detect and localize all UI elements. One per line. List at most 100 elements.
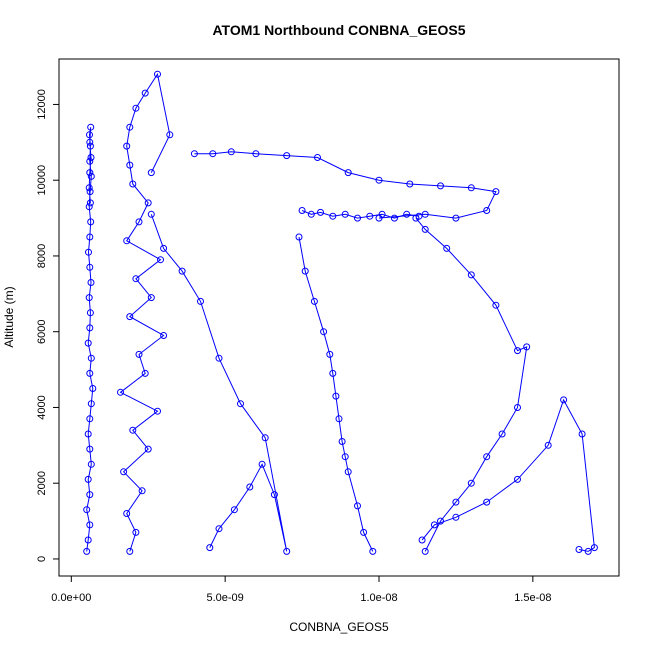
data-point: [412, 214, 420, 222]
data-point: [86, 309, 94, 317]
series-line: [298, 236, 374, 552]
data-point: [310, 297, 318, 305]
y-tick-label: 0: [36, 556, 48, 562]
data-point: [141, 89, 149, 97]
data-point: [215, 354, 223, 362]
data-point: [87, 123, 95, 131]
data-point: [197, 297, 204, 305]
data-point: [483, 498, 491, 506]
y-axis: 0 2000 4000 6000 8000 10000 12000: [36, 89, 60, 562]
data-point: [89, 385, 97, 392]
data-point: [378, 210, 386, 218]
data-point: [84, 475, 92, 483]
data-point: [341, 210, 349, 218]
data-point: [154, 70, 161, 78]
data-point: [132, 104, 140, 112]
data-point: [154, 407, 161, 415]
data-point: [443, 244, 451, 252]
data-point: [87, 154, 95, 161]
data-point: [86, 324, 94, 332]
data-point: [270, 491, 278, 499]
y-tick-label: 4000: [36, 395, 48, 419]
data-point: [590, 544, 598, 552]
data-point: [237, 400, 244, 408]
data-point: [86, 415, 94, 423]
data-point: [514, 347, 521, 355]
data-point: [132, 528, 140, 536]
data-point: [317, 208, 324, 216]
data-point: [83, 547, 91, 555]
data-point: [147, 294, 155, 302]
data-point: [87, 172, 95, 180]
data-point: [85, 184, 93, 192]
data-point: [578, 430, 586, 438]
series-line: [194, 151, 497, 219]
data-point: [83, 506, 91, 514]
data-point: [86, 199, 94, 207]
data-point: [87, 460, 95, 468]
data-point: [307, 210, 315, 218]
series: [117, 70, 174, 555]
data-point: [544, 441, 552, 449]
series-line: [415, 217, 528, 552]
x-axis: 0.0e+00 5.0e-09 1.0e-08 1.5e-08: [51, 575, 552, 604]
data-point: [344, 468, 352, 476]
data-point: [406, 180, 414, 188]
data-point: [329, 369, 337, 377]
data-point: [85, 203, 93, 211]
series: [190, 148, 500, 222]
data-point: [87, 354, 95, 362]
data-point: [86, 131, 93, 139]
data-point: [141, 369, 149, 377]
data-point: [467, 271, 475, 279]
series-line: [421, 398, 595, 552]
data-point: [354, 502, 361, 510]
data-point: [178, 267, 186, 275]
data-point: [375, 176, 383, 184]
data-point: [575, 546, 583, 553]
plot-frame: [58, 58, 620, 577]
data-point: [135, 350, 143, 358]
series-layer: [83, 70, 598, 555]
data-point: [86, 157, 94, 165]
series-line: [119, 72, 171, 552]
series: [298, 207, 423, 222]
data-point: [514, 475, 521, 483]
data-point: [166, 131, 174, 139]
x-tick-label: 1.0e-08: [360, 592, 397, 604]
data-point: [246, 483, 254, 491]
data-point: [452, 214, 460, 222]
data-point: [123, 237, 131, 245]
data-point: [492, 188, 500, 196]
data-point: [298, 207, 306, 214]
data-point: [86, 233, 94, 241]
data-point: [190, 150, 198, 158]
series: [83, 123, 97, 555]
data-point: [344, 169, 352, 177]
data-point: [483, 453, 491, 461]
data-point: [437, 517, 444, 525]
data-point: [209, 150, 217, 158]
data-point: [138, 487, 146, 495]
data-point: [335, 415, 343, 423]
data-point: [230, 506, 238, 514]
x-tick-label: 1.5e-08: [514, 592, 551, 604]
data-point: [320, 328, 328, 336]
data-point: [418, 536, 426, 544]
x-tick-label: 0.0e+00: [51, 592, 91, 604]
data-point: [341, 453, 349, 461]
y-tick-label: 10000: [36, 165, 48, 196]
data-point: [369, 547, 377, 555]
data-point: [84, 536, 92, 544]
data-point: [86, 491, 94, 499]
data-point: [354, 214, 361, 222]
data-point: [129, 426, 137, 434]
series-line: [150, 214, 288, 552]
data-point: [467, 184, 475, 192]
data-point: [84, 339, 92, 347]
data-point: [120, 468, 128, 476]
y-axis-label: Altitude (m): [2, 286, 16, 347]
data-point: [86, 263, 94, 271]
data-point: [295, 233, 303, 241]
